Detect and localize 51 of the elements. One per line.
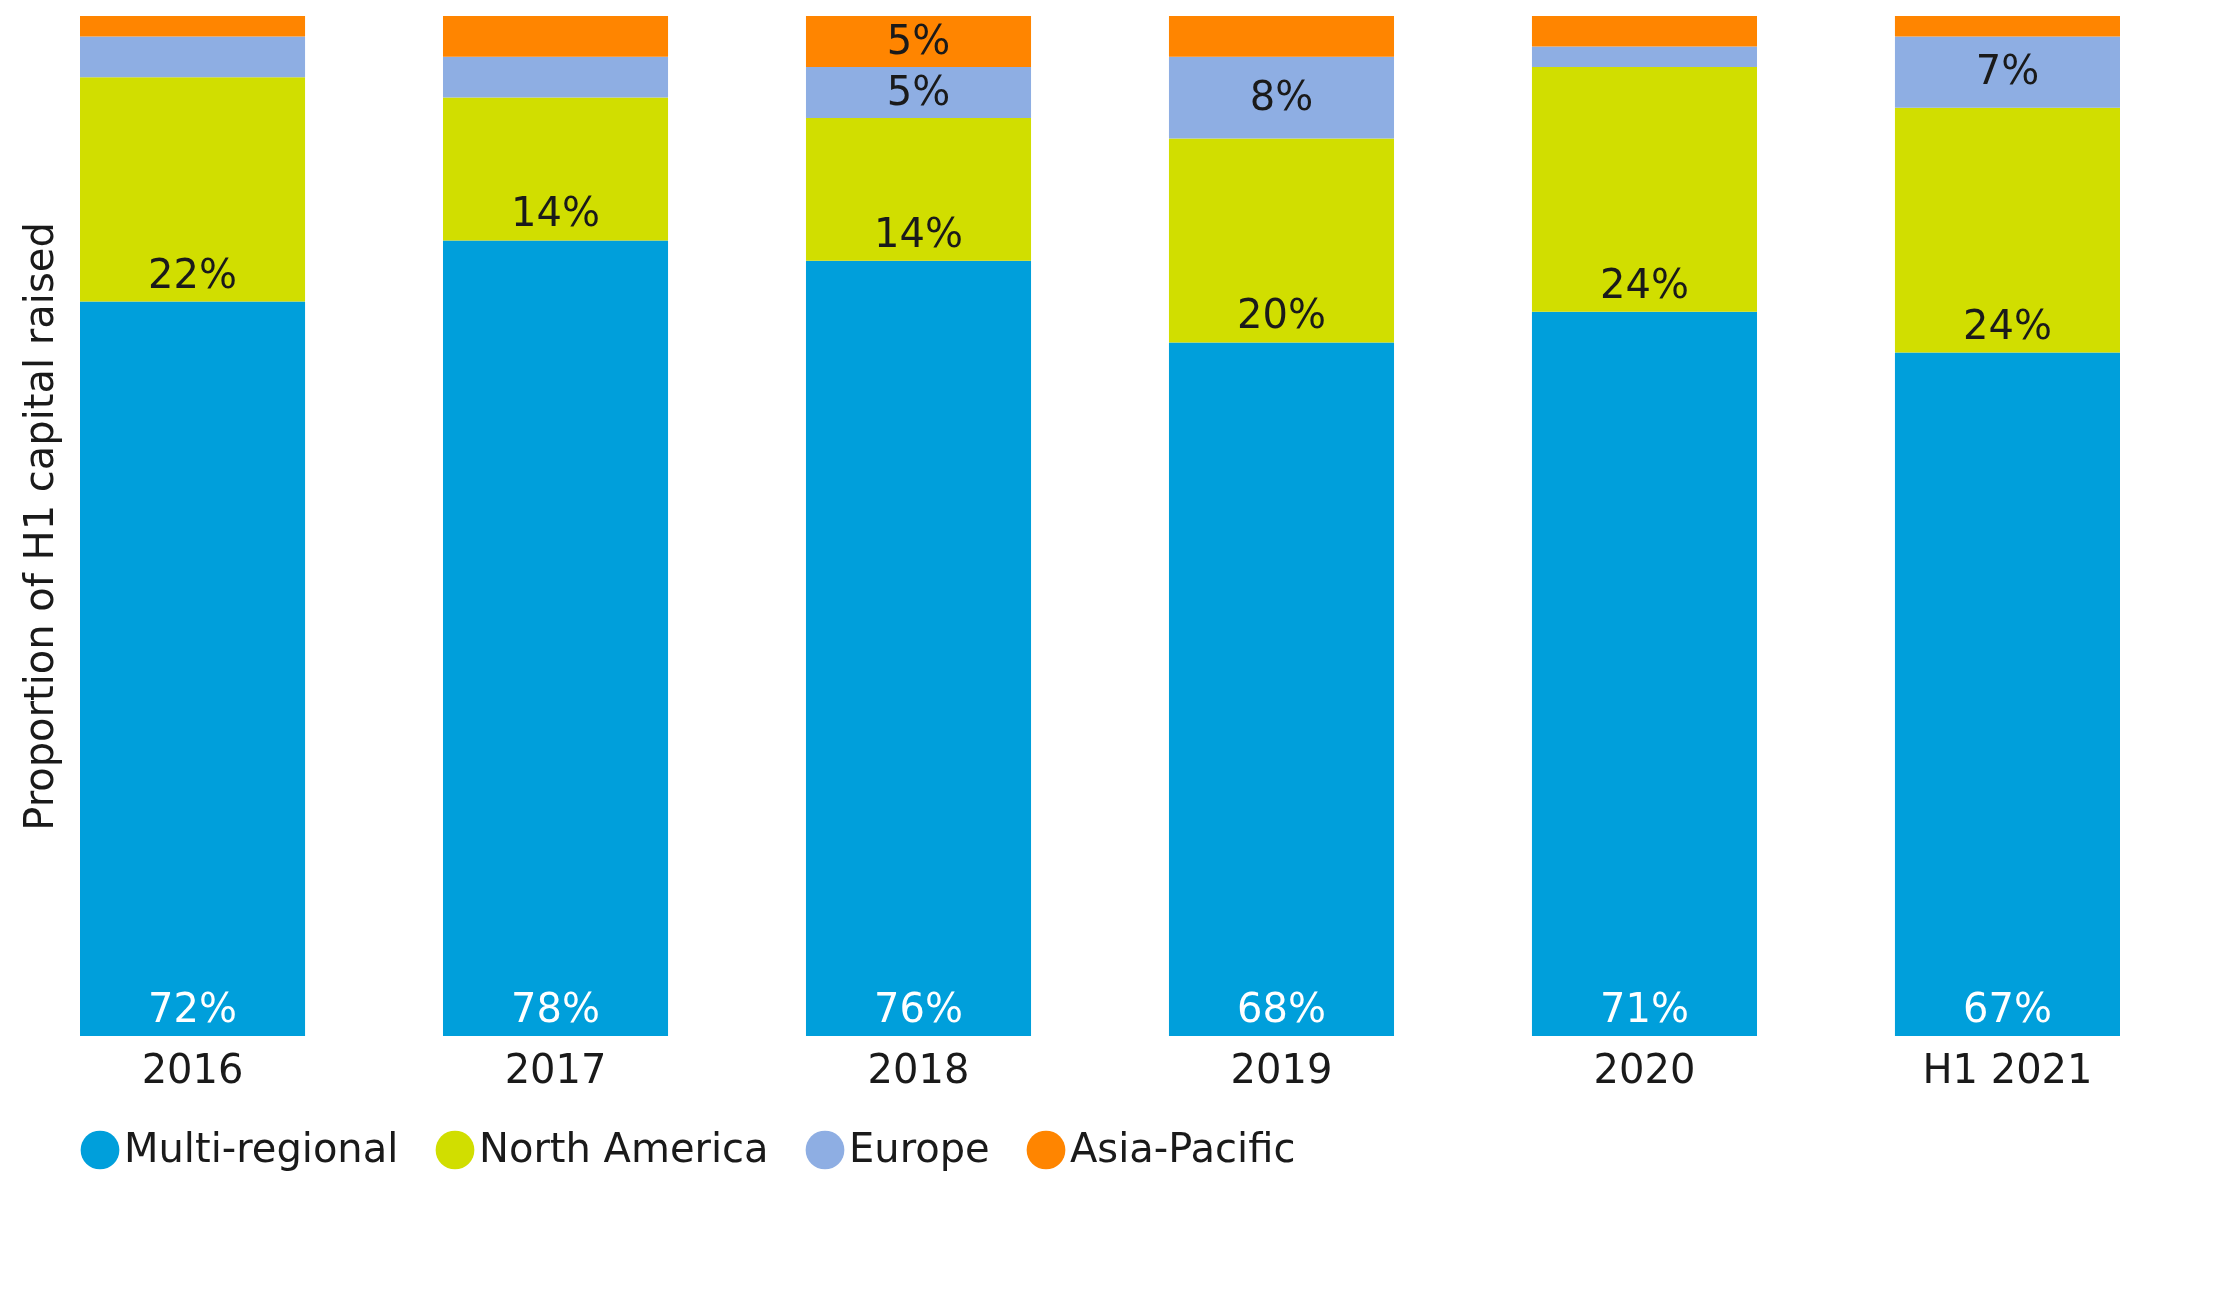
data-label: 5% [886,67,951,114]
bar [1894,352,2120,1036]
legend-label: Multi-regional [124,1125,399,1171]
bar [1531,311,1758,1036]
x-tick-label: 2017 [504,1045,607,1092]
data-label: 5% [886,16,951,63]
data-label: 14% [874,209,963,256]
data-label: 78% [511,985,600,1031]
bar [1531,46,1758,67]
bar [1168,16,1395,57]
bar [805,260,1032,1036]
x-tick-label: 2018 [867,1045,970,1092]
bar [805,118,1032,261]
bar [805,16,1032,67]
y-axis-title: Proportion of H1 capital raised [15,222,62,831]
x-tick-label: 2020 [1593,1045,1696,1092]
data-label: 7% [1975,47,2040,94]
bar [1894,107,2120,353]
data-label: 71% [1600,985,1689,1031]
bar [80,36,306,78]
data-label: 24% [1600,260,1689,307]
legend-label: Asia-Pacific [1070,1125,1296,1171]
data-label: 14% [511,189,600,236]
data-label: 20% [1237,291,1326,338]
bar [1531,16,1758,47]
bar [1531,67,1758,312]
data-label: 67% [1963,985,2052,1031]
bar [1168,342,1395,1036]
bar [442,16,669,57]
bar [1168,138,1395,343]
bar [80,77,306,302]
data-label: 72% [148,985,237,1031]
bar [442,97,669,241]
legend-label: North America [479,1125,769,1171]
bar [1894,16,2120,37]
data-label: 22% [148,250,237,297]
bar [80,301,306,1036]
bar [442,240,669,1036]
data-label: 8% [1249,72,1314,119]
bar [80,16,306,37]
legend-label: Europe [849,1125,990,1171]
data-label: 24% [1963,301,2052,348]
x-tick-label: 2016 [141,1045,244,1092]
bar [1894,36,2120,108]
bar [442,56,669,98]
bar [1168,56,1395,139]
data-label: 76% [874,985,963,1031]
x-tick-label: H1 2021 [1922,1045,2093,1092]
x-tick-label: 2019 [1230,1045,1333,1092]
bar [805,67,1032,118]
data-label: 68% [1237,985,1326,1031]
